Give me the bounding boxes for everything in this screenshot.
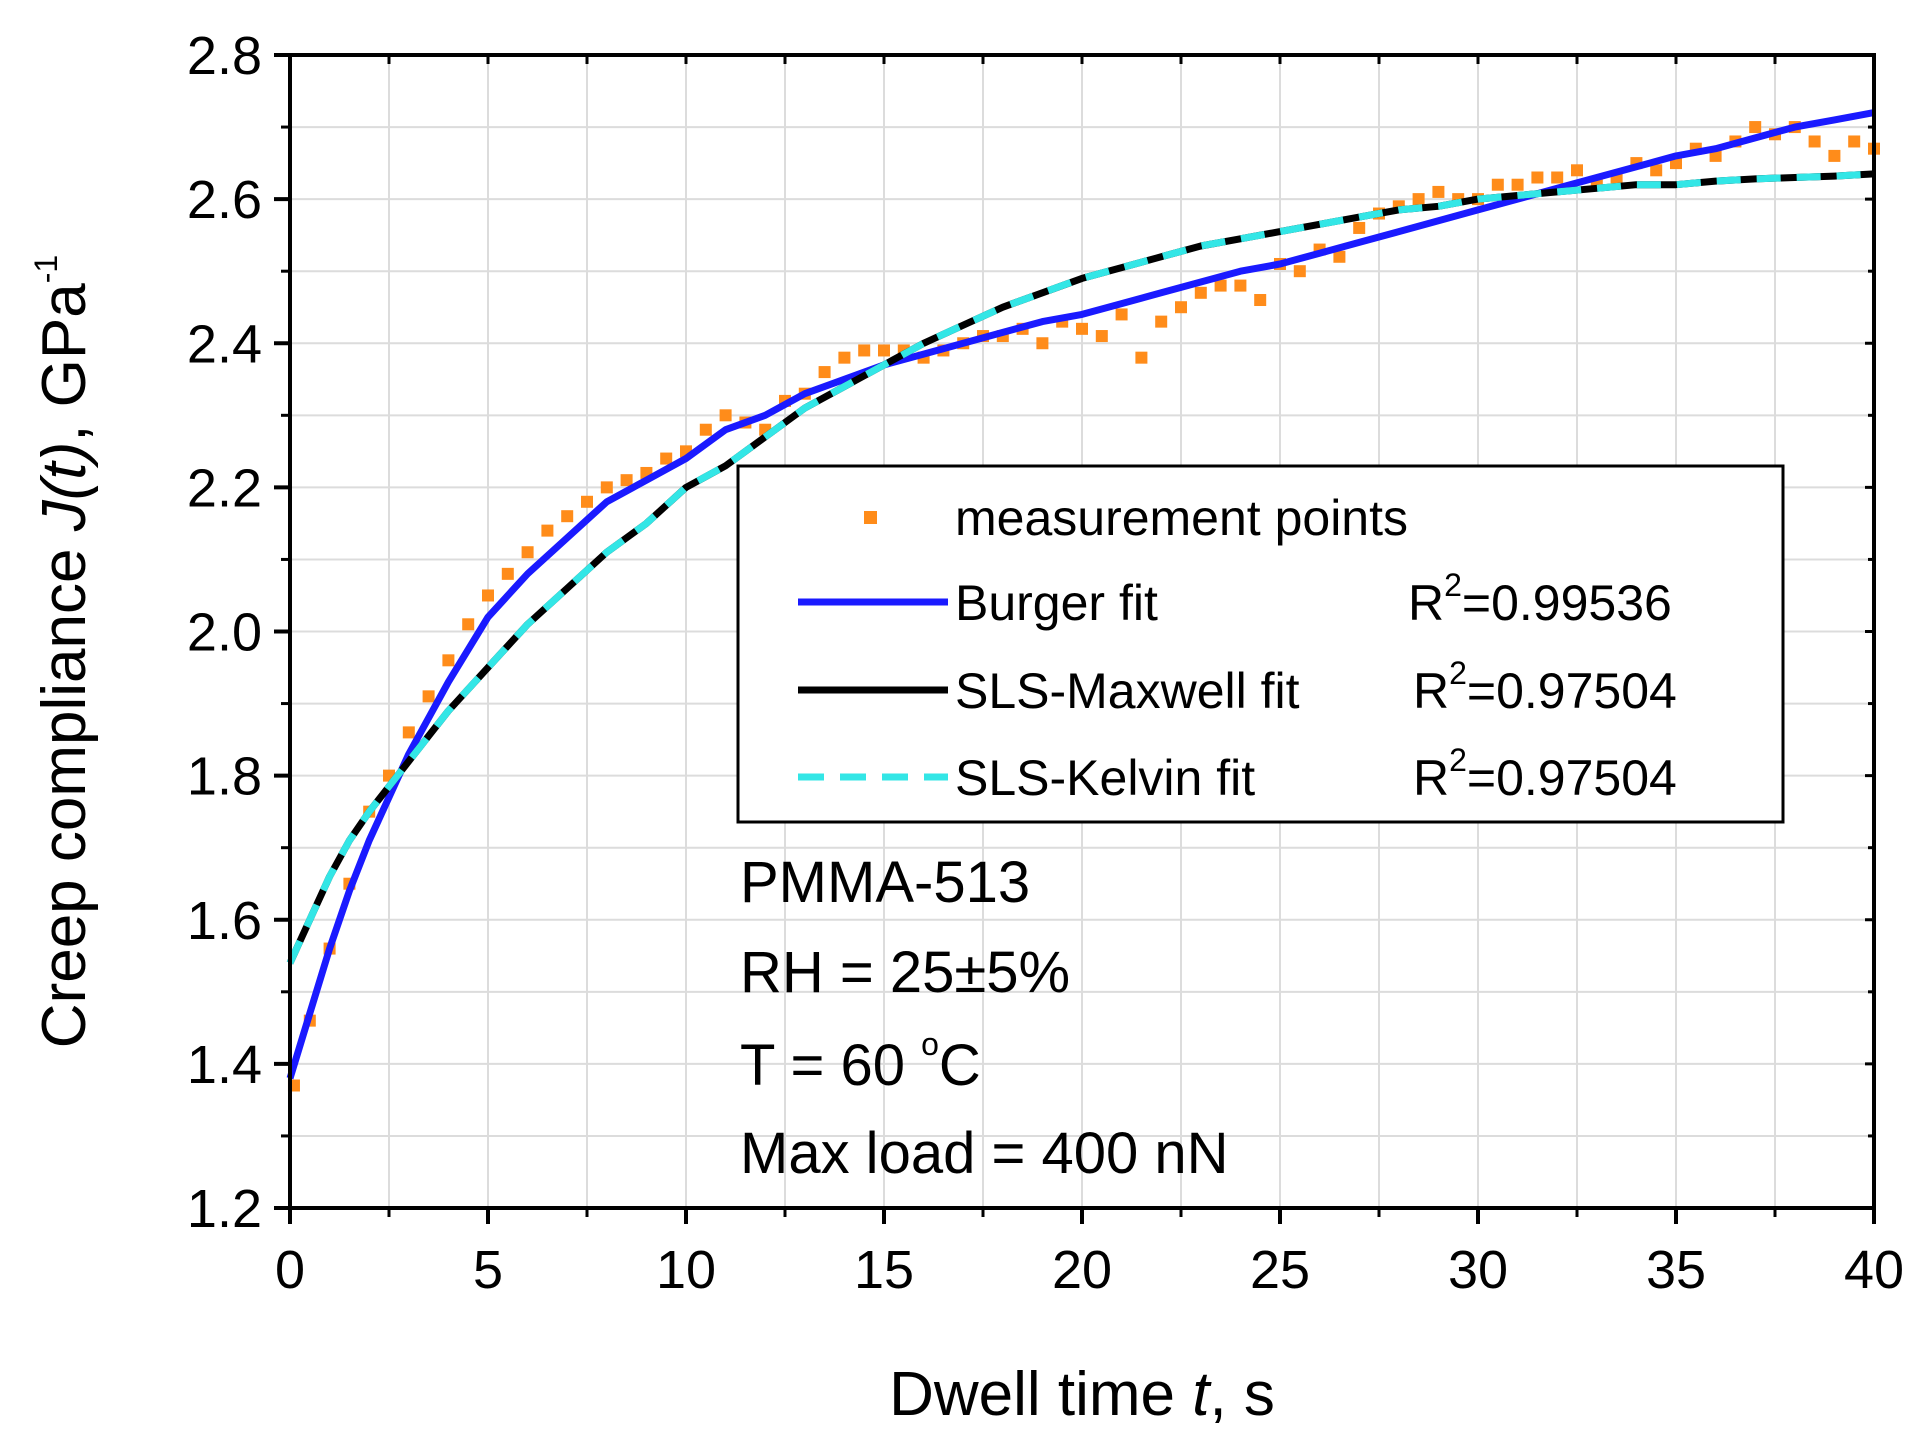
y-tick-label: 1.4 (187, 1035, 262, 1095)
data-point (501, 567, 514, 580)
data-point (1333, 250, 1346, 263)
series-line-burger-fit (286, 109, 1875, 1080)
data-point (1036, 337, 1049, 350)
data-point (581, 495, 593, 508)
data-point (462, 618, 475, 631)
data-point (620, 474, 633, 487)
experiment-conditions: PMMA-513 RH = 25±5% T = 60 oC Max load =… (740, 850, 1228, 1186)
annotation-temperature: T = 60 oC (740, 1026, 981, 1098)
data-point (1095, 330, 1108, 343)
data-point (1214, 279, 1227, 292)
tick-labels: 0 5 10 15 20 25 30 35 40 1.2 1.4 1.6 1.8 2.0 2.2 2.4 2.6… (187, 26, 1904, 1300)
data-point (402, 726, 415, 739)
legend-r2-sls-maxwell-fit: R2=0.97504 (1413, 655, 1677, 719)
annotation-max-load: Max load = 400 nN (740, 1121, 1228, 1186)
legend-item-sls-kelvin-fit: SLS-Kelvin fit R2=0.97504 (798, 742, 1677, 806)
y-tick-label: 2.0 (187, 603, 262, 663)
data-point (1571, 164, 1583, 177)
data-point (561, 510, 574, 523)
data-point (1808, 135, 1821, 148)
x-tick-label: 20 (1052, 1240, 1112, 1300)
data-point (482, 589, 494, 602)
y-tick-label: 1.2 (187, 1179, 262, 1239)
data-point (1491, 178, 1504, 191)
data-point (1234, 279, 1247, 292)
data-point (858, 344, 871, 357)
data-point (838, 351, 851, 364)
data-point (719, 409, 732, 422)
data-point (1531, 171, 1544, 184)
legend-swatch-measurement-points (864, 511, 877, 524)
x-tick-label: 10 (656, 1240, 716, 1300)
x-tick-label: 30 (1448, 1240, 1508, 1300)
legend-label-sls-kelvin-fit: SLS-Kelvin fit (955, 750, 1255, 806)
series-line-sls-maxwell-fit (286, 170, 1875, 965)
x-tick-label: 25 (1250, 1240, 1310, 1300)
data-point (1115, 308, 1128, 321)
y-axis-title: Creep compliance J(t), GPa-1 (28, 255, 99, 1048)
legend-label-sls-maxwell-fit: SLS-Maxwell fit (955, 663, 1300, 719)
data-point (521, 546, 534, 559)
data-point (699, 423, 712, 436)
data-point (1749, 121, 1762, 134)
data-point (1551, 171, 1564, 184)
data-point (1432, 185, 1445, 198)
x-tick-label: 40 (1844, 1240, 1904, 1300)
data-point (442, 654, 455, 667)
data-point (878, 344, 890, 357)
data-point (1076, 322, 1088, 335)
legend-r2-sls-kelvin-fit: R2=0.97504 (1413, 742, 1677, 806)
x-tick-label: 35 (1646, 1240, 1706, 1300)
x-tick-label: 0 (275, 1240, 305, 1300)
annotation-humidity: RH = 25±5% (740, 940, 1070, 1005)
axis-ticks (274, 53, 1876, 1224)
data-point (422, 690, 435, 703)
x-tick-label: 15 (854, 1240, 914, 1300)
data-point (1293, 265, 1306, 278)
data-point (1135, 351, 1148, 364)
y-tick-label: 2.8 (187, 26, 262, 86)
plot-series (286, 109, 1880, 1092)
legend-r2-burger-fit: R2=0.99536 (1408, 567, 1672, 631)
legend-item-burger-fit: Burger fit R2=0.99536 (798, 567, 1672, 631)
legend-label-burger-fit: Burger fit (955, 575, 1158, 631)
data-point (1650, 164, 1663, 177)
data-point (600, 481, 613, 494)
legend: measurement points Burger fit R2=0.99536… (736, 464, 1785, 824)
data-point (1848, 135, 1861, 148)
data-point (1254, 294, 1267, 307)
data-point (1412, 193, 1425, 206)
y-tick-label: 2.2 (187, 458, 262, 518)
data-point (1353, 221, 1366, 234)
y-tick-label: 1.6 (187, 891, 262, 951)
y-tick-label: 2.6 (187, 170, 262, 230)
data-point (1828, 149, 1841, 162)
data-point (818, 366, 831, 379)
data-point (541, 524, 554, 537)
data-point (1155, 315, 1168, 328)
x-tick-label: 5 (473, 1240, 503, 1300)
y-tick-label: 2.4 (187, 314, 262, 374)
legend-item-measurement-points: measurement points (864, 490, 1408, 546)
legend-box (736, 464, 1785, 824)
y-tick-label: 1.8 (187, 747, 262, 807)
legend-label-measurement-points: measurement points (955, 490, 1408, 546)
data-point (1175, 301, 1187, 314)
data-point (1511, 178, 1524, 191)
data-point (1194, 286, 1207, 299)
legend-item-sls-maxwell-fit: SLS-Maxwell fit R2=0.97504 (798, 655, 1677, 719)
annotation-material: PMMA-513 (740, 850, 1030, 915)
data-point (1709, 149, 1722, 162)
data-point (660, 452, 673, 465)
x-axis-title: Dwell time t, s (889, 1360, 1275, 1429)
